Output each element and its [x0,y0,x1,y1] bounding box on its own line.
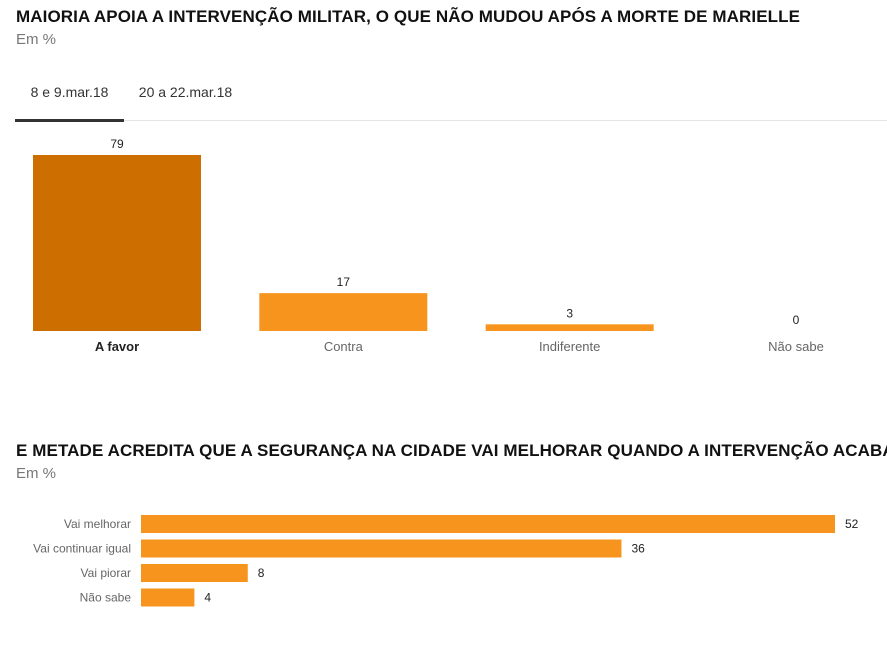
tab-period-2[interactable]: 20 a 22.mar.18 [128,84,243,118]
hbar-value-label-1: 36 [631,542,645,556]
category-label-2: Indiferente [539,339,600,354]
hbar-value-label-2: 8 [258,566,265,580]
hbar-value-label-0: 52 [845,517,859,531]
category-label-0: A favor [95,339,139,354]
bar-1 [259,293,428,331]
tab-period-2-label: 20 a 22.mar.18 [138,84,233,100]
chart2-subtitle: Em % [16,465,57,482]
chart1-subtitle: Em % [16,31,57,48]
hbar-2 [141,564,248,582]
category-label-3: Não sabe [768,339,824,354]
hbar-1 [141,539,622,558]
period-tabs: 8 e 9.mar.18 20 a 22.mar.18 [15,78,887,122]
hbar-value-label-3: 4 [204,591,211,605]
hbar-category-label-0: Vai melhorar [64,517,131,531]
hbar-category-label-1: Vai continuar igual [33,542,131,556]
hbar-3 [141,588,195,607]
chart2-title: E METADE ACREDITA QUE A SEGURANÇA NA CID… [16,441,887,460]
chart1-title: MAIORIA APOIA A INTERVENÇÃO MILITAR, O Q… [16,7,801,26]
bar-0 [33,155,201,331]
value-label-0: 79 [110,137,124,151]
tab-period-1-label: 8 e 9.mar.18 [30,84,109,100]
category-label-1: Contra [324,339,364,354]
value-label-3: 0 [793,313,800,327]
horizontal-bar-chart: Vai melhorar 52 Vai continuar igual 36 Vai p… [33,515,859,607]
vertical-bar-chart: 79 A favor 17 Contra 3 Indiferente 0 Não sabe [33,137,824,354]
value-label-1: 17 [337,275,351,289]
hbar-0 [141,515,835,533]
value-label-2: 3 [566,306,573,320]
hbar-category-label-2: Vai piorar [81,566,131,580]
bar-2 [485,324,654,331]
hbar-category-label-3: Não sabe [80,591,132,605]
tab-period-1[interactable]: 8 e 9.mar.18 [15,84,124,122]
